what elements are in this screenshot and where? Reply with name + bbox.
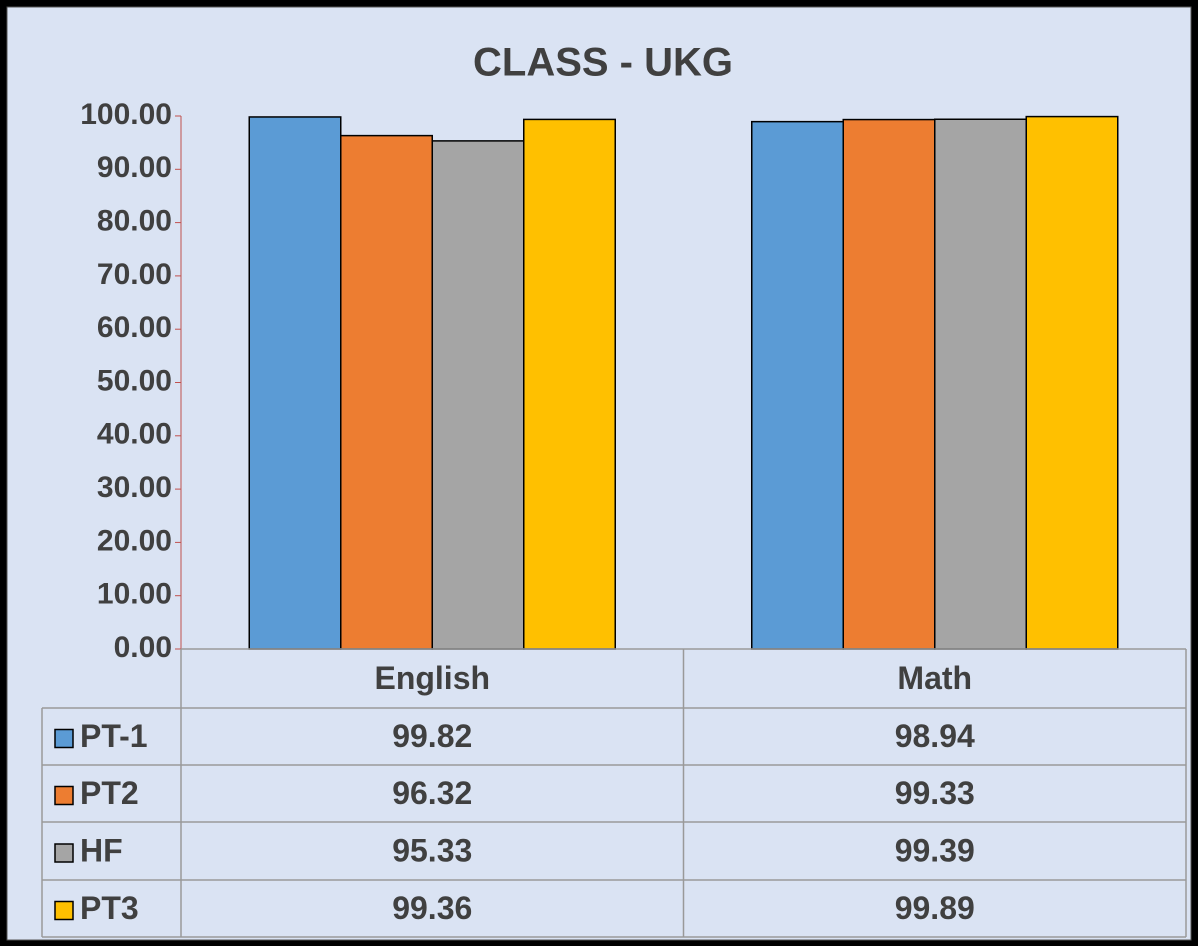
legend-key [54,843,74,863]
bar [1025,115,1119,650]
table-value: 99.36 [392,890,472,926]
legend-label: PT2 [80,775,139,811]
x-tick-label: Math [897,660,972,696]
bar [934,118,1027,650]
bar [431,140,525,650]
bar [842,118,936,650]
legend-label: HF [80,832,123,868]
y-tick-label: 20.00 [97,524,172,557]
table-value: 99.33 [895,775,975,811]
bar [340,134,433,650]
bar [751,120,844,650]
y-tick-label: 0.00 [114,631,172,664]
table-value: 99.39 [895,832,975,868]
bar [523,118,616,650]
legend-key [54,785,74,806]
bar [248,116,342,650]
y-tick-label: 80.00 [97,205,172,238]
table-value: 95.33 [392,832,472,868]
table-value: 99.82 [392,718,472,754]
y-tick-label: 100.00 [80,98,172,131]
table-value: 96.32 [392,775,472,811]
table-value: 98.94 [895,718,975,754]
y-tick-label: 30.00 [97,471,172,504]
y-tick-label: 40.00 [97,418,172,451]
legend-label: PT-1 [80,718,148,754]
y-tick-label: 50.00 [97,364,172,397]
legend-key [54,728,74,749]
chart-title: CLASS - UKG [473,41,733,85]
y-tick-label: 90.00 [97,151,172,184]
y-tick-label: 60.00 [97,311,172,344]
y-tick-label: 70.00 [97,258,172,291]
y-tick-label: 10.00 [97,578,172,611]
x-tick-label: English [374,660,490,696]
legend-key [54,900,74,921]
table-value: 99.89 [895,890,975,926]
legend-label: PT3 [80,890,139,926]
